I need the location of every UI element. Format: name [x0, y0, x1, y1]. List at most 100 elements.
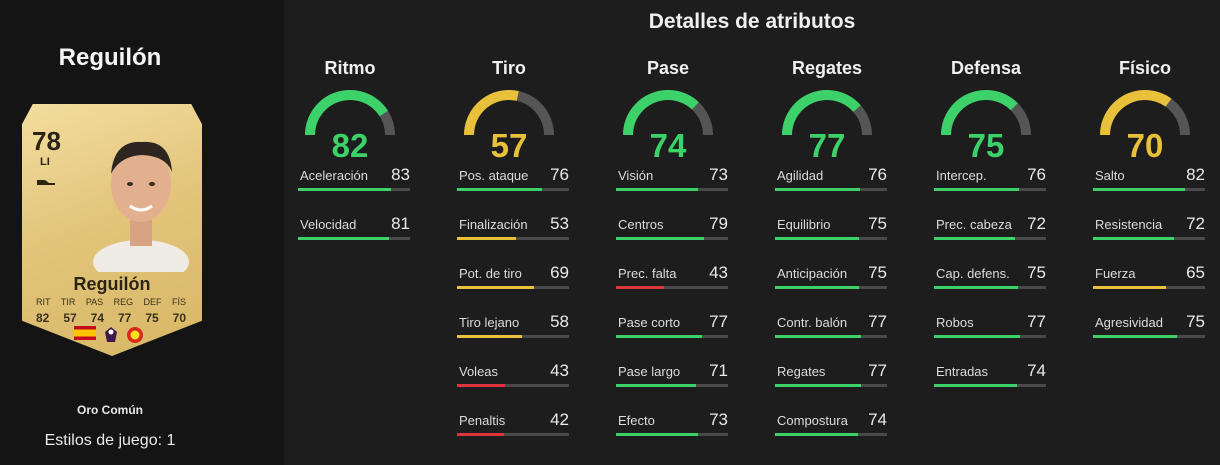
attribute-label: Pase corto: [618, 315, 681, 330]
attribute-label: Salto: [1095, 168, 1125, 183]
attribute-label: Entradas: [936, 364, 989, 379]
club-crest-icon: [127, 327, 143, 343]
attribute-bar-track: [457, 384, 569, 387]
attribute-row: Prec. falta 43: [616, 263, 728, 296]
attribute-label: Pot. de tiro: [459, 266, 522, 281]
attribute-bar-fill: [1093, 188, 1185, 191]
card-stat-label: PAS: [85, 297, 104, 307]
attribute-row: Cap. defens. 75: [934, 263, 1046, 296]
gauge-fill: [623, 90, 699, 136]
gauge-fill: [305, 90, 388, 136]
attribute-bar-track: [934, 384, 1046, 387]
card-rarity: Oro Común: [77, 403, 143, 417]
attribute-label: Compostura: [777, 413, 848, 428]
attribute-value: 58: [550, 312, 569, 331]
attribute-row: Fuerza 65: [1093, 263, 1205, 296]
category-gauge: 57: [459, 81, 559, 167]
attribute-value: 83: [391, 165, 410, 184]
category-5: Físico 70: [1091, 58, 1211, 167]
attribute-value: 42: [550, 410, 569, 429]
attribute-label: Anticipación: [777, 266, 848, 281]
card-stat-values: 82 57 74 77 75 70: [36, 311, 186, 325]
attribute-label: Prec. falta: [618, 266, 677, 281]
category-name: Ritmo: [324, 58, 376, 78]
attribute-bar-fill: [775, 286, 859, 289]
category-name: Defensa: [950, 58, 1022, 78]
attribute-value: 74: [1027, 361, 1046, 380]
category-name: Tiro: [492, 58, 526, 78]
attribute-bar-fill: [934, 384, 1017, 387]
boot-icon: [37, 180, 55, 185]
card-stat-value: 57: [63, 311, 77, 325]
attribute-value: 75: [868, 263, 887, 282]
attribute-label: Aceleración: [300, 168, 368, 183]
attribute-value: 73: [709, 165, 728, 184]
category-gauge: 77: [777, 81, 877, 167]
gauge-fill: [1100, 90, 1172, 136]
player-card[interactable]: 78 LI Reguilón RIT TIR PAS REG DEF FÍS 8…: [22, 104, 202, 356]
attribute-row: Pase corto 77: [616, 312, 728, 345]
attribute-row: Contr. balón 77: [775, 312, 887, 345]
category-3: Regates 77: [773, 58, 893, 167]
attribute-value: 76: [868, 165, 887, 184]
attribute-label: Agresividad: [1095, 315, 1163, 330]
attribute-value: 76: [1027, 165, 1046, 184]
attribute-bar-track: [934, 237, 1046, 240]
attribute-value: 43: [550, 361, 569, 380]
attribute-row: Agilidad 76: [775, 165, 887, 198]
attribute-row: Pot. de tiro 69: [457, 263, 569, 296]
attribute-bar-fill: [934, 188, 1020, 191]
card-stat-value: 77: [117, 311, 132, 325]
attribute-bar-track: [1093, 286, 1205, 289]
attribute-bar-fill: [616, 237, 705, 240]
attributes-title: Detalles de atributos: [648, 10, 856, 33]
card-stat-value: 82: [36, 311, 50, 325]
league-logo-icon: [105, 327, 117, 342]
attribute-bar-track: [775, 384, 887, 387]
category-gauge: 74: [618, 81, 718, 167]
attribute-value: 72: [1027, 214, 1046, 233]
attribute-label: Agilidad: [777, 168, 824, 183]
attribute-bar-track: [1093, 188, 1205, 191]
attribute-bar-fill: [457, 286, 535, 289]
player-panel: Reguilón 78 LI Reguilón RIT TIR PAS REG …: [0, 0, 284, 465]
attribute-value: 75: [1027, 263, 1046, 282]
attribute-bar-fill: [934, 286, 1018, 289]
attribute-bar-track: [616, 433, 728, 436]
attribute-bar-fill: [1093, 237, 1174, 240]
attribute-bar-fill: [298, 188, 391, 191]
gauge-fill: [782, 90, 861, 136]
attribute-row: Robos 77: [934, 312, 1046, 345]
card-stat-value: 74: [90, 311, 105, 325]
attribute-row: Salto 82: [1093, 165, 1205, 198]
attribute-bar-fill: [1093, 335, 1177, 338]
attribute-bar-track: [1093, 237, 1205, 240]
attribute-value: 76: [550, 165, 569, 184]
attribute-value: 75: [1186, 312, 1205, 331]
attribute-bar-track: [616, 188, 728, 191]
card-rating: 78: [32, 126, 61, 156]
card-stat-value: 75: [145, 311, 159, 325]
category-1: Tiro 57: [455, 58, 575, 167]
attribute-label: Finalización: [459, 217, 528, 232]
attribute-bar-track: [457, 335, 569, 338]
attribute-bar-track: [934, 188, 1046, 191]
category-value: 82: [331, 127, 369, 164]
attribute-bar-track: [775, 188, 887, 191]
attribute-bar-track: [616, 286, 728, 289]
attribute-bar-fill: [775, 237, 859, 240]
attribute-value: 43: [709, 263, 728, 282]
attribute-label: Pase largo: [618, 364, 681, 379]
card-stat-label: FÍS: [171, 297, 186, 307]
attribute-row: Entradas 74: [934, 361, 1046, 394]
category-value: 74: [649, 127, 687, 164]
attribute-bar-track: [775, 237, 887, 240]
attribute-row: Resistencia 72: [1093, 214, 1205, 247]
player-name-heading: Reguilón: [58, 44, 162, 71]
category-value: 57: [490, 127, 528, 164]
attribute-value: 65: [1186, 263, 1205, 282]
attribute-bar-fill: [457, 433, 505, 436]
playstyles-count[interactable]: Estilos de juego: 1: [44, 432, 176, 449]
attribute-label: Cap. defens.: [936, 266, 1010, 281]
player-portrait: [93, 141, 189, 272]
